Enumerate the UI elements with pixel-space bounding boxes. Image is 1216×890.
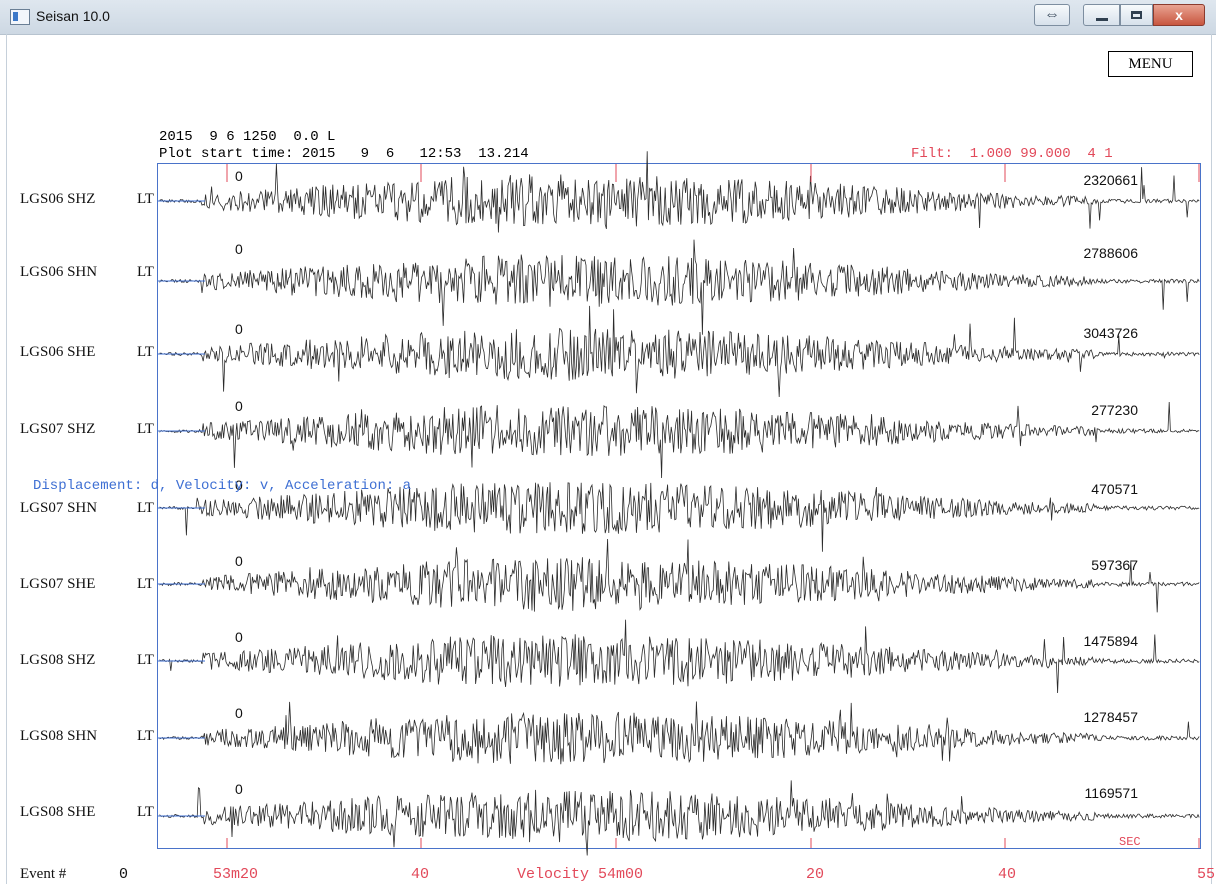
maximize-button[interactable] xyxy=(1120,4,1153,26)
seismic-trace xyxy=(159,482,1200,552)
seismic-trace xyxy=(159,538,1200,613)
trace-station-label: LGS06 SHZ xyxy=(20,191,96,207)
trace-zero-label: 0 xyxy=(235,321,243,337)
trace-component-code: LT xyxy=(137,500,154,516)
seismic-trace xyxy=(159,305,1200,398)
trace-station-label: LGS07 SHZ xyxy=(20,421,96,437)
window-title: Seisan 10.0 xyxy=(36,8,110,24)
event-label: Event # xyxy=(20,866,67,882)
title-bar: Seisan 10.0 ⇔ x xyxy=(0,0,1216,35)
trace-zero-label: 0 xyxy=(235,168,243,184)
trace-zero-label: 0 xyxy=(235,553,243,569)
trace-component-code: LT xyxy=(137,191,154,207)
trace-station-label: LGS07 SHN xyxy=(20,500,98,516)
trace-zero-label: 0 xyxy=(235,705,243,721)
trace-station-label: LGS06 SHE xyxy=(20,344,96,360)
trace-max-amplitude: 2320661 xyxy=(1083,172,1138,188)
plot-start-time: Plot start time: 2015 9 6 12:53 13.214 xyxy=(159,146,529,162)
seismic-trace xyxy=(159,401,1200,479)
time-axis-label: 40 xyxy=(998,866,1017,883)
restore-button[interactable]: ⇔ xyxy=(1034,4,1070,26)
trace-component-code: LT xyxy=(137,421,154,437)
trace-zero-label: 0 xyxy=(235,629,243,645)
trace-station-label: LGS08 SHE xyxy=(20,804,96,820)
seismic-trace xyxy=(159,239,1200,335)
displacement-note: Displacement: d, Velocity: v, Accelerati… xyxy=(33,478,412,494)
trace-component-code: LT xyxy=(137,652,154,668)
arrows-icon: ⇔ xyxy=(1047,6,1057,24)
minimize-icon xyxy=(1095,17,1108,21)
filter-info: Filt: 1.000 99.000 4 1 xyxy=(911,146,1113,162)
trace-component-code: LT xyxy=(137,344,154,360)
trace-max-amplitude: 3043726 xyxy=(1083,325,1138,341)
time-axis-label: 53m20 xyxy=(213,866,259,883)
seismic-trace xyxy=(159,780,1200,856)
seisan-app-icon xyxy=(10,9,30,25)
trace-max-amplitude: 597367 xyxy=(1091,557,1138,573)
plot-area[interactable] xyxy=(157,163,1201,849)
trace-station-label: LGS06 SHN xyxy=(20,264,98,280)
trace-max-amplitude: 2788606 xyxy=(1083,245,1138,261)
trace-component-code: LT xyxy=(137,804,154,820)
plot-window xyxy=(6,34,1212,884)
trace-max-amplitude: 470571 xyxy=(1091,481,1138,497)
trace-max-amplitude: 1169571 xyxy=(1084,785,1138,801)
event-header: 2015 9 6 1250 0.0 L xyxy=(159,129,336,145)
close-button[interactable]: x xyxy=(1153,4,1205,26)
seismic-trace xyxy=(159,151,1200,233)
minimize-button[interactable] xyxy=(1083,4,1120,26)
trace-station-label: LGS07 SHE xyxy=(20,576,96,592)
trace-component-code: LT xyxy=(137,264,154,280)
time-axis-label: 40 xyxy=(411,866,430,883)
time-axis-label: 20 xyxy=(806,866,825,883)
time-unit: SEC xyxy=(1119,835,1141,849)
trace-max-amplitude: 1475894 xyxy=(1083,633,1138,649)
trace-zero-label: 0 xyxy=(235,241,243,257)
event-number: 0 xyxy=(119,866,129,883)
trace-max-amplitude: 1278457 xyxy=(1083,709,1138,725)
trace-station-label: LGS08 SHN xyxy=(20,728,98,744)
trace-station-label: LGS08 SHZ xyxy=(20,652,96,668)
maximize-icon xyxy=(1131,11,1142,19)
seismic-trace xyxy=(159,619,1200,694)
trace-zero-label: 0 xyxy=(235,781,243,797)
time-axis-label: 55 xyxy=(1197,866,1216,883)
trace-max-amplitude: 277230 xyxy=(1091,402,1138,418)
time-axis-label: Velocity 54m00 xyxy=(517,866,644,883)
trace-zero-label: 0 xyxy=(235,398,243,414)
menu-button[interactable]: MENU xyxy=(1108,51,1193,77)
trace-component-code: LT xyxy=(137,728,154,744)
close-icon: x xyxy=(1175,7,1183,23)
trace-zero-label: 0 xyxy=(235,477,243,493)
trace-component-code: LT xyxy=(137,576,154,592)
seismic-trace xyxy=(159,701,1200,765)
